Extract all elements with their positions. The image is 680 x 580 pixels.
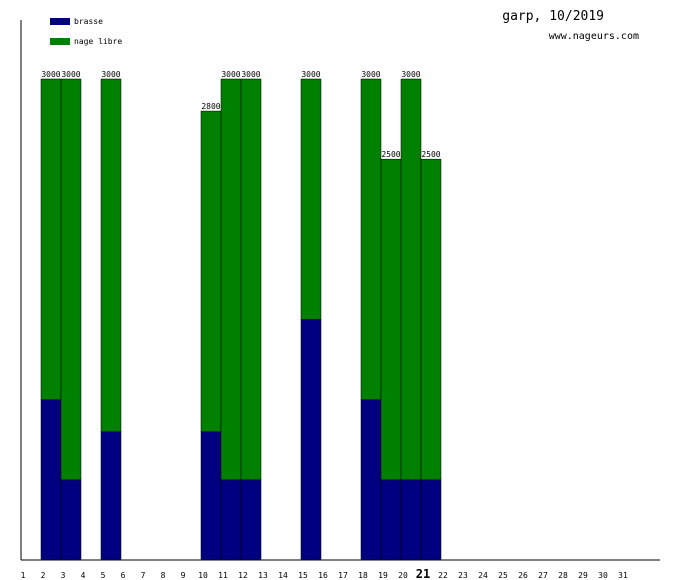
x-tick-label-17: 17 [338,571,348,580]
bar-brasse-day-10 [200,431,222,561]
bar-nage-libre-day-19 [380,158,402,481]
x-tick-label-25: 25 [498,571,508,580]
bar-nage-libre-day-5 [100,78,122,432]
x-tick-label-28: 28 [558,571,568,580]
x-tick-label-15: 15 [298,571,308,580]
bar-nage-libre-day-3 [60,78,82,481]
bar-nage-libre-day-18 [360,78,382,400]
x-tick-label-26: 26 [518,571,528,580]
x-tick-label-31: 31 [618,571,628,580]
legend-label-brasse: brasse [74,17,103,26]
legend-label-nage-libre: nage libre [74,37,123,46]
x-tick-label-29: 29 [578,571,588,580]
bar-nage-libre-day-10 [200,110,222,432]
chart-title: garp, 10/2019 [502,9,604,24]
x-tick-label-8: 8 [161,571,166,580]
bar-nage-libre-day-15 [300,78,322,320]
bar-brasse-day-5 [100,431,122,561]
total-label-day-12: 3000 [241,70,260,79]
x-tick-label-24: 24 [478,571,488,580]
legend-swatch-nage-libre [50,38,70,45]
site-link[interactable]: www.nageurs.com [548,31,639,42]
x-tick-label-5: 5 [101,571,106,580]
bar-nage-libre-day-21 [420,158,442,481]
bar-brasse-day-21 [420,479,442,561]
x-tick-label-10: 10 [198,571,208,580]
x-tick-label-22: 22 [438,571,448,580]
total-label-day-11: 3000 [221,70,240,79]
bar-nage-libre-day-20 [400,78,422,481]
total-label-day-2: 3000 [41,70,60,79]
x-tick-label-19: 19 [378,571,388,580]
total-label-day-3: 3000 [61,70,80,79]
legend-item-nage-libre: nage libre [50,37,122,46]
x-tick-label-11: 11 [218,571,228,580]
x-tick-label-4: 4 [81,571,86,580]
x-tick-label-6: 6 [121,571,126,580]
total-label-day-21: 2500 [421,150,440,159]
x-tick-label-9: 9 [181,571,186,580]
x-tick-label-14: 14 [278,571,288,580]
x-tick-label-30: 30 [598,571,608,580]
x-tick-label-21: 21 [416,567,430,580]
total-label-day-20: 3000 [401,70,420,79]
x-tick-label-20: 20 [398,571,408,580]
x-tick-label-23: 23 [458,571,468,580]
bar-brasse-day-19 [380,479,402,561]
x-tick-label-7: 7 [141,571,146,580]
x-tick-label-1: 1 [21,571,26,580]
bar-brasse-day-18 [360,399,382,561]
legend-item-brasse: brasse [50,17,103,26]
bar-brasse-day-3 [60,479,82,561]
x-tick-label-13: 13 [258,571,268,580]
bar-brasse-day-20 [400,479,422,561]
x-tick-label-3: 3 [61,571,66,580]
legend-swatch-brasse [50,18,70,25]
total-label-day-19: 2500 [381,150,400,159]
bar-brasse-day-15 [300,319,322,561]
bar-brasse-day-12 [240,479,262,561]
bar-nage-libre-day-12 [240,78,262,481]
x-tick-label-2: 2 [41,571,46,580]
bar-brasse-day-2 [40,399,62,561]
bar-nage-libre-day-11 [220,78,242,481]
total-label-day-10: 2800 [201,102,220,111]
x-tick-label-16: 16 [318,571,328,580]
bar-brasse-day-11 [220,479,242,561]
total-label-day-18: 3000 [361,70,380,79]
x-tick-label-27: 27 [538,571,548,580]
x-tick-label-12: 12 [238,571,248,580]
total-label-day-5: 3000 [101,70,120,79]
bar-nage-libre-day-2 [40,78,62,400]
x-tick-label-18: 18 [358,571,368,580]
total-label-day-15: 3000 [301,70,320,79]
